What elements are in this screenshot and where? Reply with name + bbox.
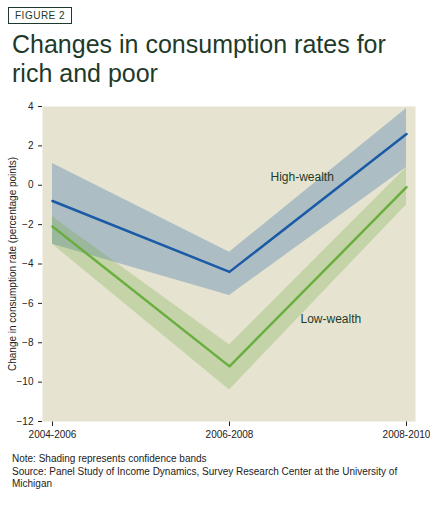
svg-text:Low-wealth: Low-wealth [301,312,362,326]
svg-text:−6: −6 [22,298,34,309]
html-text:Changes in consumption rates f: Changes in consumption rates for rich an… [12,30,386,87]
svg-text:−2: −2 [22,219,34,230]
svg-text:High-wealth: High-wealth [271,170,334,184]
svg-text:−4: −4 [22,258,34,269]
html-text:Source: Panel Study of Income: Source: Panel Study of Income Dynamics, … [12,465,398,489]
svg-text:2006-2008: 2006-2008 [206,429,254,440]
svg-text:Change in consumption rate (pe: Change in consumption rate (percentage p… [7,157,18,371]
svg-text:2008-2010: 2008-2010 [383,429,430,440]
svg-text:2: 2 [28,140,34,151]
svg-text:−12: −12 [17,416,34,427]
html-text:Note: Shading represents confi: Note: Shading represents confidence band… [12,453,207,464]
html-text:FIGURE 2: FIGURE 2 [15,10,66,21]
svg-text:2004-2006: 2004-2006 [29,429,77,440]
svg-text:−8: −8 [22,337,34,348]
svg-text:4: 4 [28,101,34,112]
svg-text:−10: −10 [17,376,34,387]
svg-text:0: 0 [28,179,34,190]
